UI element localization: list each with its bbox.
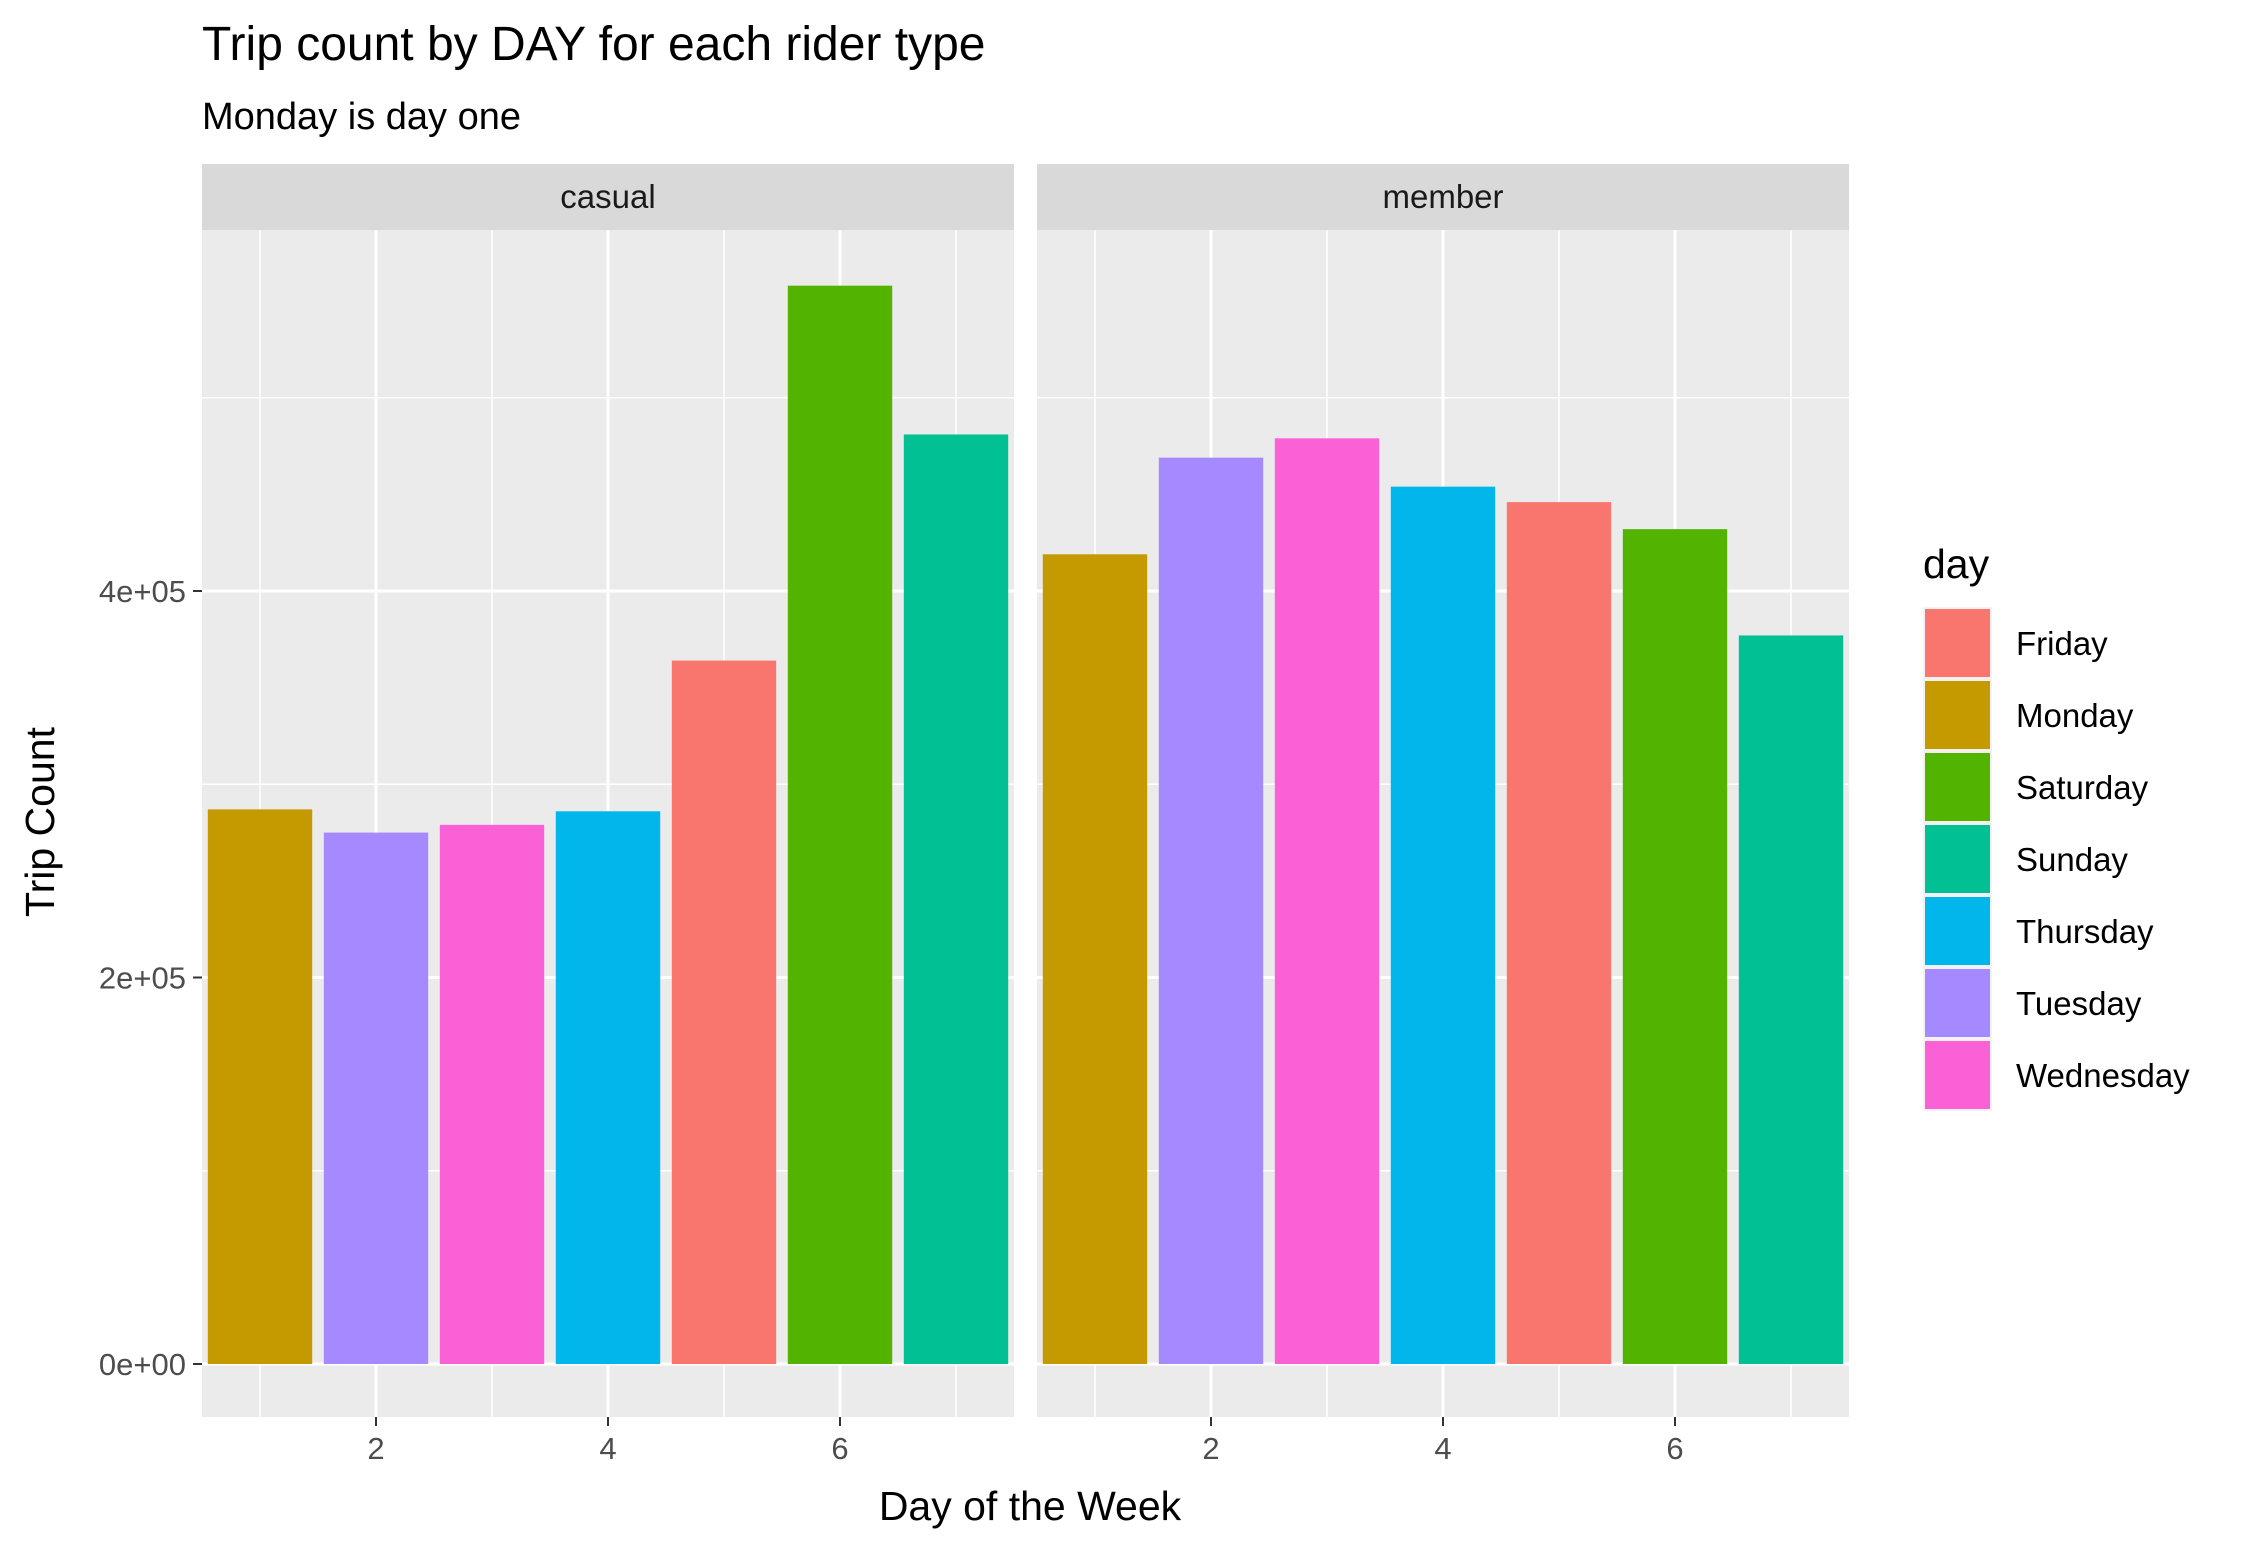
bar-member-thursday <box>1390 486 1496 1364</box>
legend-title: day <box>1923 541 1990 587</box>
legend-label-thursday: Thursday <box>2016 913 2154 950</box>
legend-items: Friday Monday Saturday Sunday Thursday Tuesda… <box>1923 607 2190 1111</box>
y-axis: 0e+00 2e+05 4e+05 <box>99 574 202 1382</box>
y-tick-label: 2e+05 <box>99 961 186 996</box>
y-tick-label: 0e+00 <box>99 1347 186 1382</box>
y-axis-title: Trip Count <box>17 726 63 916</box>
y-tick-label: 4e+05 <box>99 574 186 609</box>
bar-casual-wednesday <box>439 824 545 1364</box>
bar-member-saturday <box>1622 529 1728 1364</box>
x-tick-label: 4 <box>599 1431 616 1466</box>
legend: day Friday Monday Saturday Sunday Thursday Tu… <box>1923 541 2190 1111</box>
legend-label-friday: Friday <box>2016 625 2108 662</box>
bar-member-sunday <box>1738 635 1844 1364</box>
legend-swatch-thursday <box>1925 897 1990 965</box>
x-tick-label: 6 <box>1666 1431 1683 1466</box>
x-axis-title: Day of the Week <box>879 1483 1182 1529</box>
x-tick-label: 2 <box>1202 1431 1219 1466</box>
bar-member-monday <box>1042 554 1148 1364</box>
panel-member: member 2 4 6 <box>1037 164 1849 1466</box>
legend-label-monday: Monday <box>2016 697 2134 734</box>
legend-label-sunday: Sunday <box>2016 841 2128 878</box>
facet-strip-label: casual <box>560 178 655 215</box>
legend-swatch-saturday <box>1925 753 1990 821</box>
facet-strip <box>202 164 1014 230</box>
bar-member-wednesday <box>1274 438 1380 1364</box>
bar-casual-thursday <box>555 811 661 1364</box>
chart-title: Trip count by DAY for each rider type <box>202 18 985 71</box>
facet-strip <box>1037 164 1849 230</box>
legend-swatch-monday <box>1925 681 1990 749</box>
bar-member-friday <box>1506 502 1612 1365</box>
facet-panels: casual 2 4 6 member 2 4 6 <box>202 164 1849 1466</box>
bar-casual-tuesday <box>323 832 429 1364</box>
legend-swatch-tuesday <box>1925 969 1990 1037</box>
legend-swatch-sunday <box>1925 825 1990 893</box>
facet-strip-label: member <box>1382 178 1503 215</box>
x-tick-label: 6 <box>831 1431 848 1466</box>
panel-casual: casual 2 4 6 <box>202 164 1014 1466</box>
bar-casual-saturday <box>787 285 893 1364</box>
x-tick-label: 4 <box>1434 1431 1451 1466</box>
bar-casual-friday <box>671 660 777 1364</box>
x-tick-label: 2 <box>367 1431 384 1466</box>
bar-casual-sunday <box>903 434 1009 1364</box>
chart-subtitle: Monday is day one <box>202 96 521 138</box>
legend-label-tuesday: Tuesday <box>2016 985 2142 1022</box>
legend-label-wednesday: Wednesday <box>2016 1057 2190 1094</box>
bar-member-tuesday <box>1158 457 1264 1365</box>
legend-swatch-friday <box>1925 609 1990 677</box>
legend-swatch-wednesday <box>1925 1041 1990 1109</box>
bar-casual-monday <box>207 809 313 1364</box>
legend-label-saturday: Saturday <box>2016 769 2149 806</box>
